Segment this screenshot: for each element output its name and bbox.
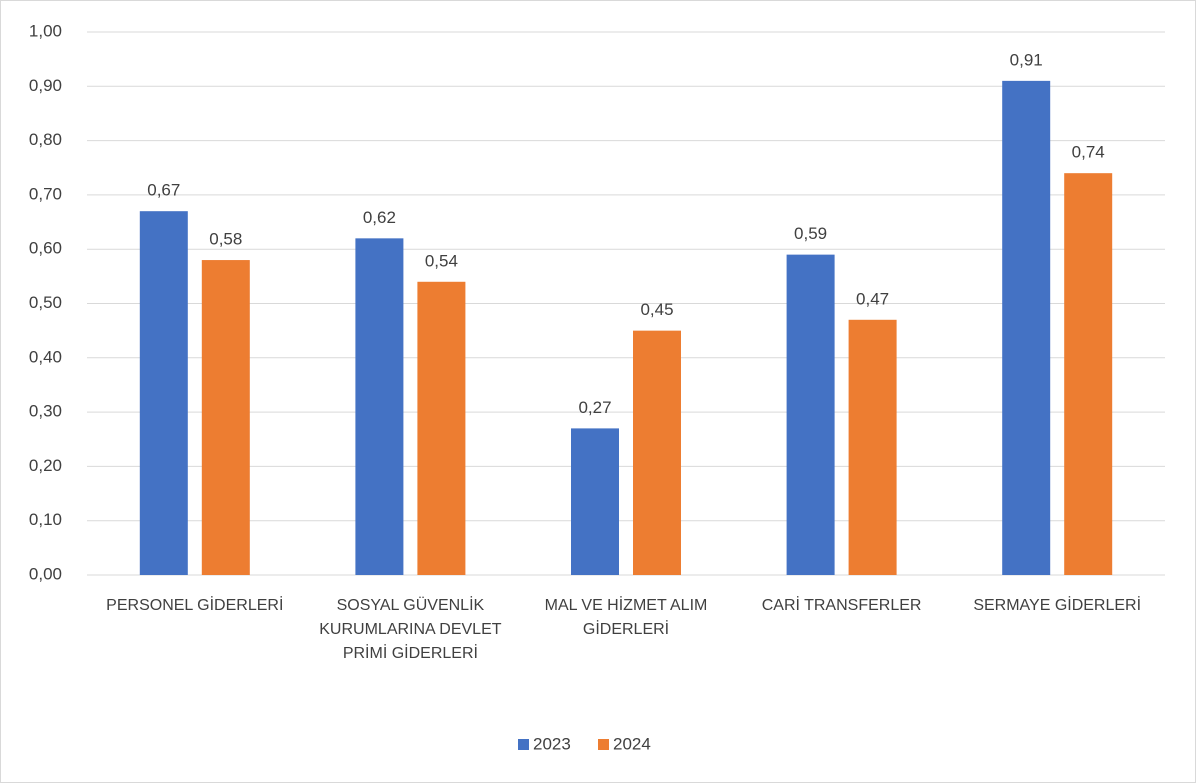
- data-label: 0,58: [209, 230, 242, 249]
- y-tick-label: 0,90: [29, 76, 62, 95]
- data-label: 0,45: [640, 300, 673, 319]
- bar: [201, 260, 250, 575]
- bar: [848, 319, 897, 575]
- bar: [786, 254, 835, 575]
- bar: [633, 330, 681, 575]
- y-tick-label: 0,20: [29, 456, 62, 475]
- data-label: 0,27: [578, 398, 611, 417]
- y-tick-label: 0,00: [29, 564, 62, 583]
- bar: [571, 428, 619, 575]
- y-tick-label: 0,10: [29, 510, 62, 529]
- y-tick-label: 1,00: [29, 21, 62, 40]
- data-label: 0,91: [1010, 50, 1043, 69]
- x-tick-label: SERMAYE GİDERLERİ: [973, 597, 1142, 614]
- bar: [417, 281, 466, 575]
- x-tick-label: SOSYAL GÜVENLİK KURUMLARINA DEVLET PRİMİ…: [319, 597, 502, 662]
- legend-swatch: [518, 739, 529, 750]
- data-label: 0,67: [147, 181, 180, 200]
- bar: [1002, 80, 1051, 576]
- data-label: 0,54: [425, 251, 458, 270]
- bar: [355, 238, 404, 575]
- y-tick-label: 0,30: [29, 402, 62, 421]
- legend-label: 2024: [613, 734, 651, 753]
- y-tick-label: 0,40: [29, 347, 62, 366]
- data-label: 0,47: [856, 289, 889, 308]
- x-tick-label: CARİ TRANSFERLER: [761, 597, 922, 614]
- y-tick-label: 0,50: [29, 293, 62, 312]
- data-label: 0,62: [363, 208, 396, 227]
- bar: [139, 211, 188, 575]
- legend-label: 2023: [533, 734, 571, 753]
- data-label: 0,74: [1072, 143, 1105, 162]
- y-tick-label: 0,60: [29, 239, 62, 258]
- bar: [1064, 173, 1113, 575]
- x-tick-label: MAL VE HİZMET ALIM GİDERLERİ: [544, 597, 708, 638]
- data-label: 0,59: [794, 224, 827, 243]
- legend-swatch: [598, 739, 609, 750]
- y-tick-label: 0,70: [29, 184, 62, 203]
- y-tick-label: 0,80: [29, 130, 62, 149]
- x-tick-label: PERSONEL GİDERLERİ: [106, 597, 284, 614]
